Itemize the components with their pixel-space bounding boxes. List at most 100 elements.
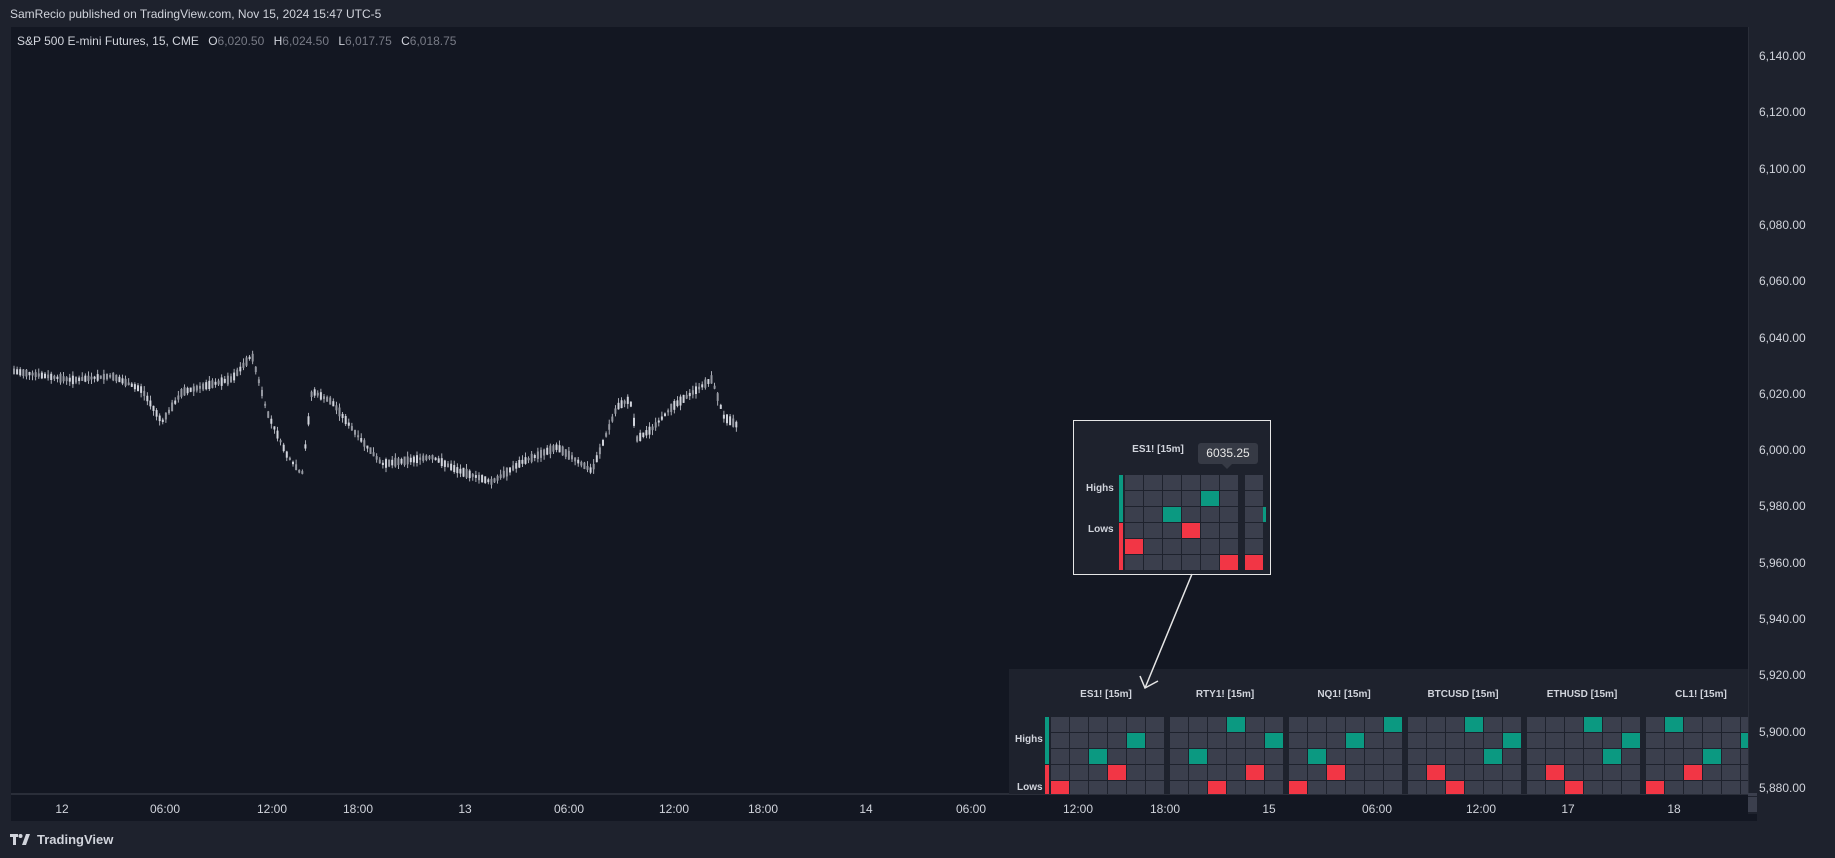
heatmap-cell <box>1365 765 1383 780</box>
heatmap-cell <box>1289 733 1307 748</box>
heatmap-cell <box>1565 781 1583 796</box>
heatmap-cell <box>1546 765 1564 780</box>
time-axis-label: 15 <box>1262 802 1276 816</box>
candle-body <box>626 396 629 404</box>
candle-body <box>518 460 521 468</box>
heatmap-cell <box>1665 717 1683 732</box>
candle-body <box>68 377 71 382</box>
candle-body <box>279 440 282 443</box>
time-axis[interactable]: 12 06:00 12:00 18:00 13 06:00 12:00 18:00 14 06:0… <box>11 794 1748 822</box>
candle-body <box>524 457 527 464</box>
candle-body <box>431 455 434 460</box>
candle-body <box>323 396 325 399</box>
heatmap-cell <box>1427 733 1445 748</box>
candle-body <box>530 453 533 462</box>
price-axis-label: 6,040.00 <box>1759 330 1806 345</box>
heatmap-cell <box>1327 717 1345 732</box>
candle-body <box>344 416 347 425</box>
heatmap-cell <box>1308 717 1326 732</box>
candle-body <box>25 369 28 377</box>
candle-body <box>487 479 490 483</box>
candle-body <box>437 458 440 463</box>
heatmap-cell <box>1446 717 1464 732</box>
heatmap-cell <box>1408 781 1426 796</box>
candle-body <box>397 458 400 466</box>
candle-body <box>118 376 121 383</box>
candle-body <box>571 455 573 460</box>
heatmap-cell <box>1365 733 1383 748</box>
heatmap-cell <box>1684 781 1702 796</box>
candle-body <box>543 449 546 456</box>
candle-body <box>592 463 595 470</box>
heatmap-cell <box>1446 781 1464 796</box>
candle-body <box>558 445 561 453</box>
close-key: C <box>401 34 410 48</box>
candle-body <box>189 387 192 392</box>
tradingview-logo[interactable]: TradingView <box>10 832 113 847</box>
candle-body <box>102 373 105 380</box>
price-axis-label: 6,060.00 <box>1759 274 1806 289</box>
zoom-cell <box>1245 507 1263 522</box>
candle-body <box>230 376 232 383</box>
zoom-cell <box>1245 539 1263 554</box>
heatmap-cell <box>1484 781 1502 796</box>
heatmap-cell <box>1408 717 1426 732</box>
candle-body <box>242 362 245 368</box>
heatmap-cell <box>1584 749 1602 764</box>
candle-body <box>419 457 422 460</box>
candle-body <box>149 400 152 407</box>
heatmap-table-title: RTY1! [15m] <box>1195 689 1255 700</box>
heatmap-cell <box>1365 717 1383 732</box>
candle-body <box>285 451 288 458</box>
candle-body <box>645 430 648 436</box>
heatmap-cell <box>1089 733 1107 748</box>
zoom-lows-bar <box>1119 523 1123 570</box>
heatmap-cell <box>1051 733 1069 748</box>
heatmap-cell <box>1722 733 1740 748</box>
candle-body <box>586 465 589 470</box>
heatmap-cell <box>1484 717 1502 732</box>
candle-body <box>496 475 499 481</box>
candle-body <box>602 440 604 446</box>
chart-area[interactable]: Highs Lows ES1! [15m] RTY1! [15m] NQ1! [15m]… <box>11 27 1757 821</box>
heatmap-cell <box>1308 765 1326 780</box>
heatmap-table-title: BTCUSD [15m] <box>1427 689 1499 700</box>
heatmap-cell <box>1265 781 1283 796</box>
price-axis-label: 5,880.00 <box>1759 780 1806 795</box>
time-axis-label: 14 <box>859 802 873 816</box>
candle-body <box>298 469 301 473</box>
price-axis-label: 5,940.00 <box>1759 612 1806 626</box>
heatmap-cell <box>1346 749 1364 764</box>
heatmap-cell <box>1622 781 1640 796</box>
candle-body <box>707 379 710 384</box>
candle-body <box>670 403 673 412</box>
candle-body <box>608 424 611 430</box>
candle-body <box>682 394 685 403</box>
candle-body <box>468 470 471 479</box>
heatmap-cell <box>1484 749 1502 764</box>
candle-body <box>75 376 77 383</box>
heatmap-cell <box>1684 733 1702 748</box>
candle-body <box>456 467 459 474</box>
candle-body <box>406 456 409 465</box>
main-pane[interactable] <box>11 27 1757 794</box>
candle-body <box>629 401 632 407</box>
heatmap-cell <box>1170 781 1188 796</box>
heatmap-cell <box>1384 717 1402 732</box>
heatmap-cell <box>1703 717 1721 732</box>
heatmap-cell <box>1127 733 1145 748</box>
candle-body <box>378 459 381 464</box>
heatmap-cell <box>1089 781 1107 796</box>
candle-body <box>354 430 356 435</box>
heatmap-cell <box>1108 717 1126 732</box>
price-axis-label: 6,020.00 <box>1759 386 1806 401</box>
heatmap-cell <box>1265 717 1283 732</box>
candle-body <box>329 397 332 405</box>
zoom-cell <box>1220 523 1238 538</box>
heatmap-panel: Highs Lows ES1! [15m] RTY1! [15m] NQ1! [15m]… <box>1009 669 1757 814</box>
candle-body <box>220 377 223 386</box>
candle-body <box>704 379 707 388</box>
price-axis[interactable]: 6,140.00 6,120.00 6,100.00 6,080.00 6,060.00… <box>1748 27 1835 795</box>
candle-body <box>614 408 617 414</box>
heatmap-cell <box>1703 765 1721 780</box>
